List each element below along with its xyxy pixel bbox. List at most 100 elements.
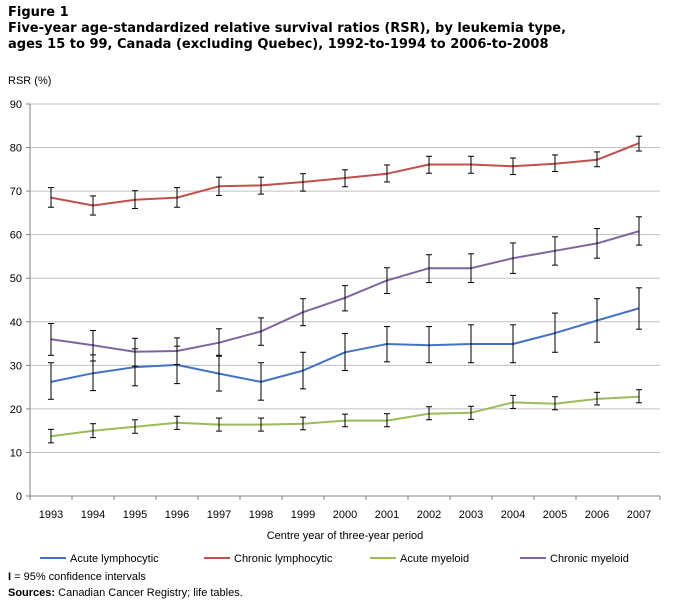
legend-label: Acute lymphocytic bbox=[70, 553, 159, 565]
legend-label: Chronic lymphocytic bbox=[234, 553, 333, 565]
y-tick-label: 0 bbox=[16, 491, 22, 503]
x-axis-label: Centre year of three-year period bbox=[267, 530, 424, 542]
ci-glyph: I bbox=[8, 571, 12, 583]
error-bar bbox=[594, 298, 600, 343]
axes: 0 10 20 30 40 50 60 70 80 90 1993 1994 1995 1996 1997 1… bbox=[10, 99, 661, 521]
sources-label: Sources: bbox=[8, 587, 56, 599]
x-tick-label: 1995 bbox=[123, 509, 147, 521]
y-tick-label: 40 bbox=[10, 317, 22, 329]
figure-label: Figure 1 bbox=[8, 5, 69, 20]
error-bar bbox=[90, 329, 96, 362]
confidence-interval-note: I = 95% confidence intervals bbox=[8, 571, 146, 583]
error-bar bbox=[132, 190, 138, 210]
error-bars bbox=[48, 135, 642, 444]
y-tick-label: 60 bbox=[10, 230, 22, 242]
error-bar bbox=[384, 413, 390, 428]
error-bar bbox=[174, 415, 180, 430]
error-bar bbox=[510, 394, 516, 409]
error-bar bbox=[552, 154, 558, 173]
y-tick-label: 20 bbox=[10, 404, 22, 416]
line-chart: 0 10 20 30 40 50 60 70 80 90 1993 1994 1995 1996 1997 1… bbox=[10, 99, 661, 565]
error-bar bbox=[468, 155, 474, 174]
error-bar bbox=[636, 216, 642, 246]
legend-label: Acute myeloid bbox=[400, 553, 469, 565]
error-bar bbox=[90, 195, 96, 216]
x-tick-label: 2001 bbox=[375, 509, 399, 521]
x-tick-label: 2002 bbox=[417, 509, 441, 521]
error-bar bbox=[342, 169, 348, 188]
error-bar bbox=[552, 396, 558, 411]
error-bar bbox=[510, 324, 516, 364]
error-bar bbox=[510, 157, 516, 176]
y-tick-label: 80 bbox=[10, 143, 22, 155]
x-tick-label: 2005 bbox=[543, 509, 567, 521]
error-bar bbox=[258, 317, 264, 346]
legend-item-chronic-lymphocytic: Chronic lymphocytic bbox=[204, 553, 333, 565]
error-bar bbox=[48, 362, 54, 400]
error-bar bbox=[132, 337, 138, 367]
legend-item-acute-myeloid: Acute myeloid bbox=[370, 553, 469, 565]
error-bar bbox=[48, 187, 54, 208]
ci-note-text: = 95% confidence intervals bbox=[11, 571, 146, 583]
x-tick-label: 2007 bbox=[627, 509, 651, 521]
error-bar bbox=[636, 135, 642, 152]
error-bar bbox=[216, 328, 222, 357]
legend-item-acute-lymphocytic: Acute lymphocytic bbox=[40, 553, 159, 565]
x-tick-label: 2003 bbox=[459, 509, 483, 521]
y-tick-label: 30 bbox=[10, 360, 22, 372]
error-bar bbox=[426, 326, 432, 364]
x-tick-label: 1993 bbox=[39, 509, 63, 521]
error-bar bbox=[48, 323, 54, 356]
error-bar bbox=[90, 423, 96, 439]
error-bar bbox=[426, 406, 432, 421]
error-bar bbox=[216, 417, 222, 432]
error-bar bbox=[426, 155, 432, 174]
x-tick-label: 1996 bbox=[165, 509, 189, 521]
legend-item-chronic-myeloid: Chronic myeloid bbox=[520, 553, 629, 565]
x-tick-label: 2006 bbox=[585, 509, 609, 521]
error-bar bbox=[258, 417, 264, 432]
error-bar bbox=[174, 187, 180, 208]
x-tick-label: 1997 bbox=[207, 509, 231, 521]
error-bar bbox=[342, 285, 348, 312]
legend: Acute lymphocytic Chronic lymphocytic Acut… bbox=[40, 553, 629, 565]
error-bar bbox=[300, 298, 306, 327]
x-tick-label: 2000 bbox=[333, 509, 357, 521]
y-tick-label: 70 bbox=[10, 186, 22, 198]
error-bar bbox=[426, 254, 432, 284]
error-bar bbox=[300, 173, 306, 192]
chart-title: Five-year age-standardized relative surv… bbox=[8, 21, 567, 52]
error-bar bbox=[510, 242, 516, 274]
x-tick-label: 1998 bbox=[249, 509, 273, 521]
error-bar bbox=[552, 312, 558, 353]
sources-text: Canadian Cancer Registry; life tables. bbox=[55, 587, 243, 599]
error-bar bbox=[468, 405, 474, 420]
y-axis-label: RSR (%) bbox=[8, 75, 52, 87]
error-bar bbox=[594, 151, 600, 168]
error-bar bbox=[258, 362, 264, 401]
error-bar bbox=[174, 337, 180, 365]
error-bar bbox=[468, 253, 474, 284]
x-tick-label: 1999 bbox=[291, 509, 315, 521]
y-tick-label: 90 bbox=[10, 99, 22, 111]
legend-label: Chronic myeloid bbox=[550, 553, 629, 565]
error-bar bbox=[216, 176, 222, 196]
error-bar bbox=[636, 287, 642, 330]
error-bar bbox=[594, 391, 600, 406]
error-bar bbox=[342, 413, 348, 428]
error-bar bbox=[384, 326, 390, 363]
y-tick-label: 10 bbox=[10, 447, 22, 459]
error-bar bbox=[384, 267, 390, 294]
error-bar bbox=[300, 351, 306, 390]
error-bar bbox=[132, 419, 138, 434]
error-bar bbox=[594, 228, 600, 259]
gridlines bbox=[30, 103, 660, 453]
y-tick-label: 50 bbox=[10, 273, 22, 285]
x-tick-label: 2004 bbox=[501, 509, 525, 521]
error-bar bbox=[552, 236, 558, 266]
error-bar bbox=[636, 389, 642, 404]
error-bar bbox=[384, 164, 390, 183]
error-bar bbox=[48, 428, 54, 444]
error-bar bbox=[342, 333, 348, 372]
sources-note: Sources: Canadian Cancer Registry; life … bbox=[8, 587, 243, 599]
